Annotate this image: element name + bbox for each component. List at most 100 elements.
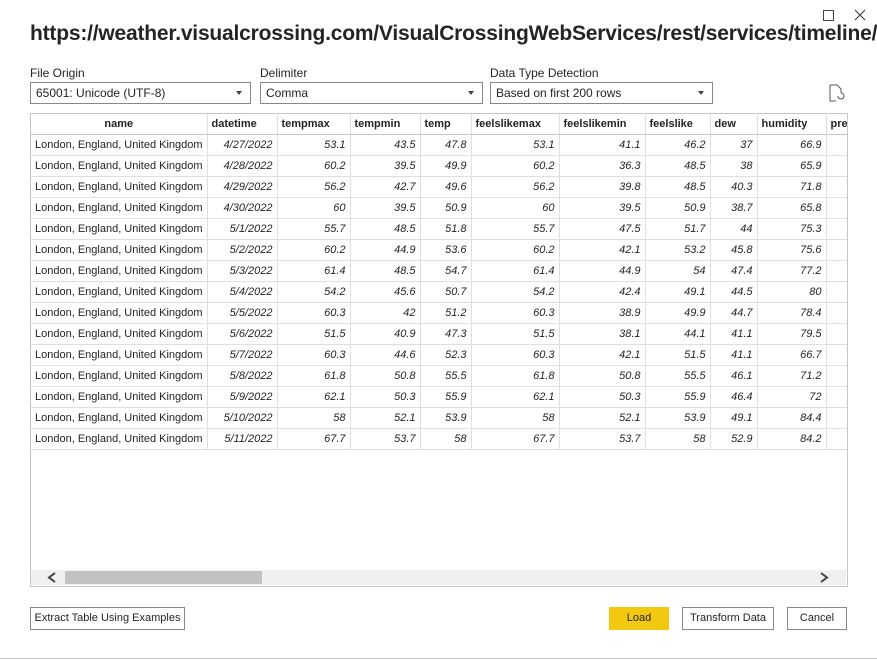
table-cell: London, England, United Kingdom <box>31 386 208 408</box>
table-cell: 42.4 <box>559 281 646 303</box>
table-cell: London, England, United Kingdom <box>31 155 208 177</box>
table-cell: 60.3 <box>277 344 351 366</box>
table-cell: 53.7 <box>559 428 646 450</box>
table-cell: 49.1 <box>710 407 758 429</box>
table-cell: 49.6 <box>420 176 472 198</box>
table-cell-empty <box>826 323 847 345</box>
column-header: feelslike <box>645 114 711 135</box>
table-cell: 84.4 <box>757 407 827 429</box>
table-cell: 46.2 <box>645 134 711 156</box>
column-header: humidity <box>757 114 827 135</box>
window-controls <box>823 9 866 21</box>
table-cell: 60.2 <box>471 155 560 177</box>
transform-button[interactable]: Transform Data <box>682 607 774 630</box>
column-header: tempmax <box>277 114 351 135</box>
table-cell: 47.5 <box>559 218 646 240</box>
table-cell: 52.9 <box>710 428 758 450</box>
dialog-title: https://weather.visualcrossing.com/Visua… <box>30 22 877 45</box>
table-cell: 61.4 <box>277 260 351 282</box>
table-cell: London, England, United Kingdom <box>31 197 208 219</box>
table-cell: 60.3 <box>471 344 560 366</box>
table-cell: 51.5 <box>645 344 711 366</box>
maximize-button[interactable] <box>823 10 834 21</box>
table-cell: 54 <box>645 260 711 282</box>
table-cell: 55.9 <box>420 386 472 408</box>
table-cell: 71.2 <box>757 365 827 387</box>
table-cell: 60.2 <box>277 239 351 261</box>
column-header: datetime <box>207 114 278 135</box>
table-cell: 41.1 <box>710 344 758 366</box>
refresh-button[interactable] <box>827 84 845 102</box>
cancel-button[interactable]: Cancel <box>787 607 847 630</box>
table-cell: 44.9 <box>559 260 646 282</box>
table-cell: 46.1 <box>710 365 758 387</box>
column-header: feelslikemax <box>471 114 560 135</box>
table-cell: 40.9 <box>350 323 421 345</box>
table-cell: 55.7 <box>471 218 560 240</box>
table-cell: 71.8 <box>757 176 827 198</box>
table-row: London, England, United Kingdom 4/30/2022… <box>31 197 847 219</box>
table-cell-empty <box>826 218 847 240</box>
table-cell-empty <box>826 344 847 366</box>
table-row: London, England, United Kingdom 5/4/2022 5… <box>31 281 847 303</box>
table-cell: 53.2 <box>645 239 711 261</box>
table-cell: 4/30/2022 <box>207 197 278 219</box>
table-cell: London, England, United Kingdom <box>31 281 208 303</box>
table-cell: 50.3 <box>559 386 646 408</box>
table-cell: 53.1 <box>277 134 351 156</box>
horizontal-scrollbar[interactable] <box>31 570 846 585</box>
table-cell: 53.7 <box>350 428 421 450</box>
dropdown[interactable]: Comma <box>260 82 483 104</box>
close-button[interactable] <box>854 9 866 21</box>
table-cell: 54.2 <box>277 281 351 303</box>
table-cell: 47.3 <box>420 323 472 345</box>
table-cell: 51.8 <box>420 218 472 240</box>
table-cell: London, England, United Kingdom <box>31 302 208 324</box>
table-cell-empty <box>826 155 847 177</box>
table: name datetime tempmax tempmin temp feelslikem… <box>31 114 847 450</box>
table-row: London, England, United Kingdom 5/2/2022 6… <box>31 239 847 261</box>
table-cell: London, England, United Kingdom <box>31 344 208 366</box>
table-cell: 47.4 <box>710 260 758 282</box>
table-cell-empty <box>826 365 847 387</box>
table-cell: 60.2 <box>471 239 560 261</box>
table-cell: 58 <box>645 428 711 450</box>
table-cell: London, England, United Kingdom <box>31 134 208 156</box>
table-cell: 56.2 <box>471 176 560 198</box>
table-row: London, England, United Kingdom 5/5/2022 6… <box>31 302 847 324</box>
table-cell-empty <box>826 134 847 156</box>
table-cell: 66.9 <box>757 134 827 156</box>
column-header: pre <box>826 114 847 135</box>
table-cell: 4/29/2022 <box>207 176 278 198</box>
table-cell: 54.7 <box>420 260 472 282</box>
table-cell: 51.2 <box>420 302 472 324</box>
table-cell: London, England, United Kingdom <box>31 323 208 345</box>
table-cell: 60 <box>471 197 560 219</box>
table-cell: 53.1 <box>471 134 560 156</box>
table-cell-empty <box>826 386 847 408</box>
table-cell: 45.6 <box>350 281 421 303</box>
table-cell: 41.1 <box>559 134 646 156</box>
table-cell: 5/1/2022 <box>207 218 278 240</box>
table-cell: 44.1 <box>645 323 711 345</box>
table-cell: 48.5 <box>350 218 421 240</box>
dropdown[interactable]: 65001: Unicode (UTF-8) <box>30 82 251 104</box>
table-cell-empty <box>826 302 847 324</box>
dropdown[interactable]: Based on first 200 rows <box>490 82 713 104</box>
load-button[interactable]: Load <box>609 607 669 630</box>
table-cell: 5/2/2022 <box>207 239 278 261</box>
table-row: London, England, United Kingdom 5/8/2022 6… <box>31 365 847 387</box>
extract-button[interactable]: Extract Table Using Examples <box>30 607 185 630</box>
table-cell: 60.3 <box>471 302 560 324</box>
table-cell: London, England, United Kingdom <box>31 365 208 387</box>
table-cell-empty <box>826 281 847 303</box>
table-cell: 5/9/2022 <box>207 386 278 408</box>
table-cell: 51.7 <box>645 218 711 240</box>
table-cell: 75.3 <box>757 218 827 240</box>
table-cell: 5/3/2022 <box>207 260 278 282</box>
table-cell: 75.6 <box>757 239 827 261</box>
table-cell: 58 <box>420 428 472 450</box>
table-row: London, England, United Kingdom 5/9/2022 6… <box>31 386 847 408</box>
table-cell: 67.7 <box>277 428 351 450</box>
table-cell-empty <box>826 428 847 450</box>
